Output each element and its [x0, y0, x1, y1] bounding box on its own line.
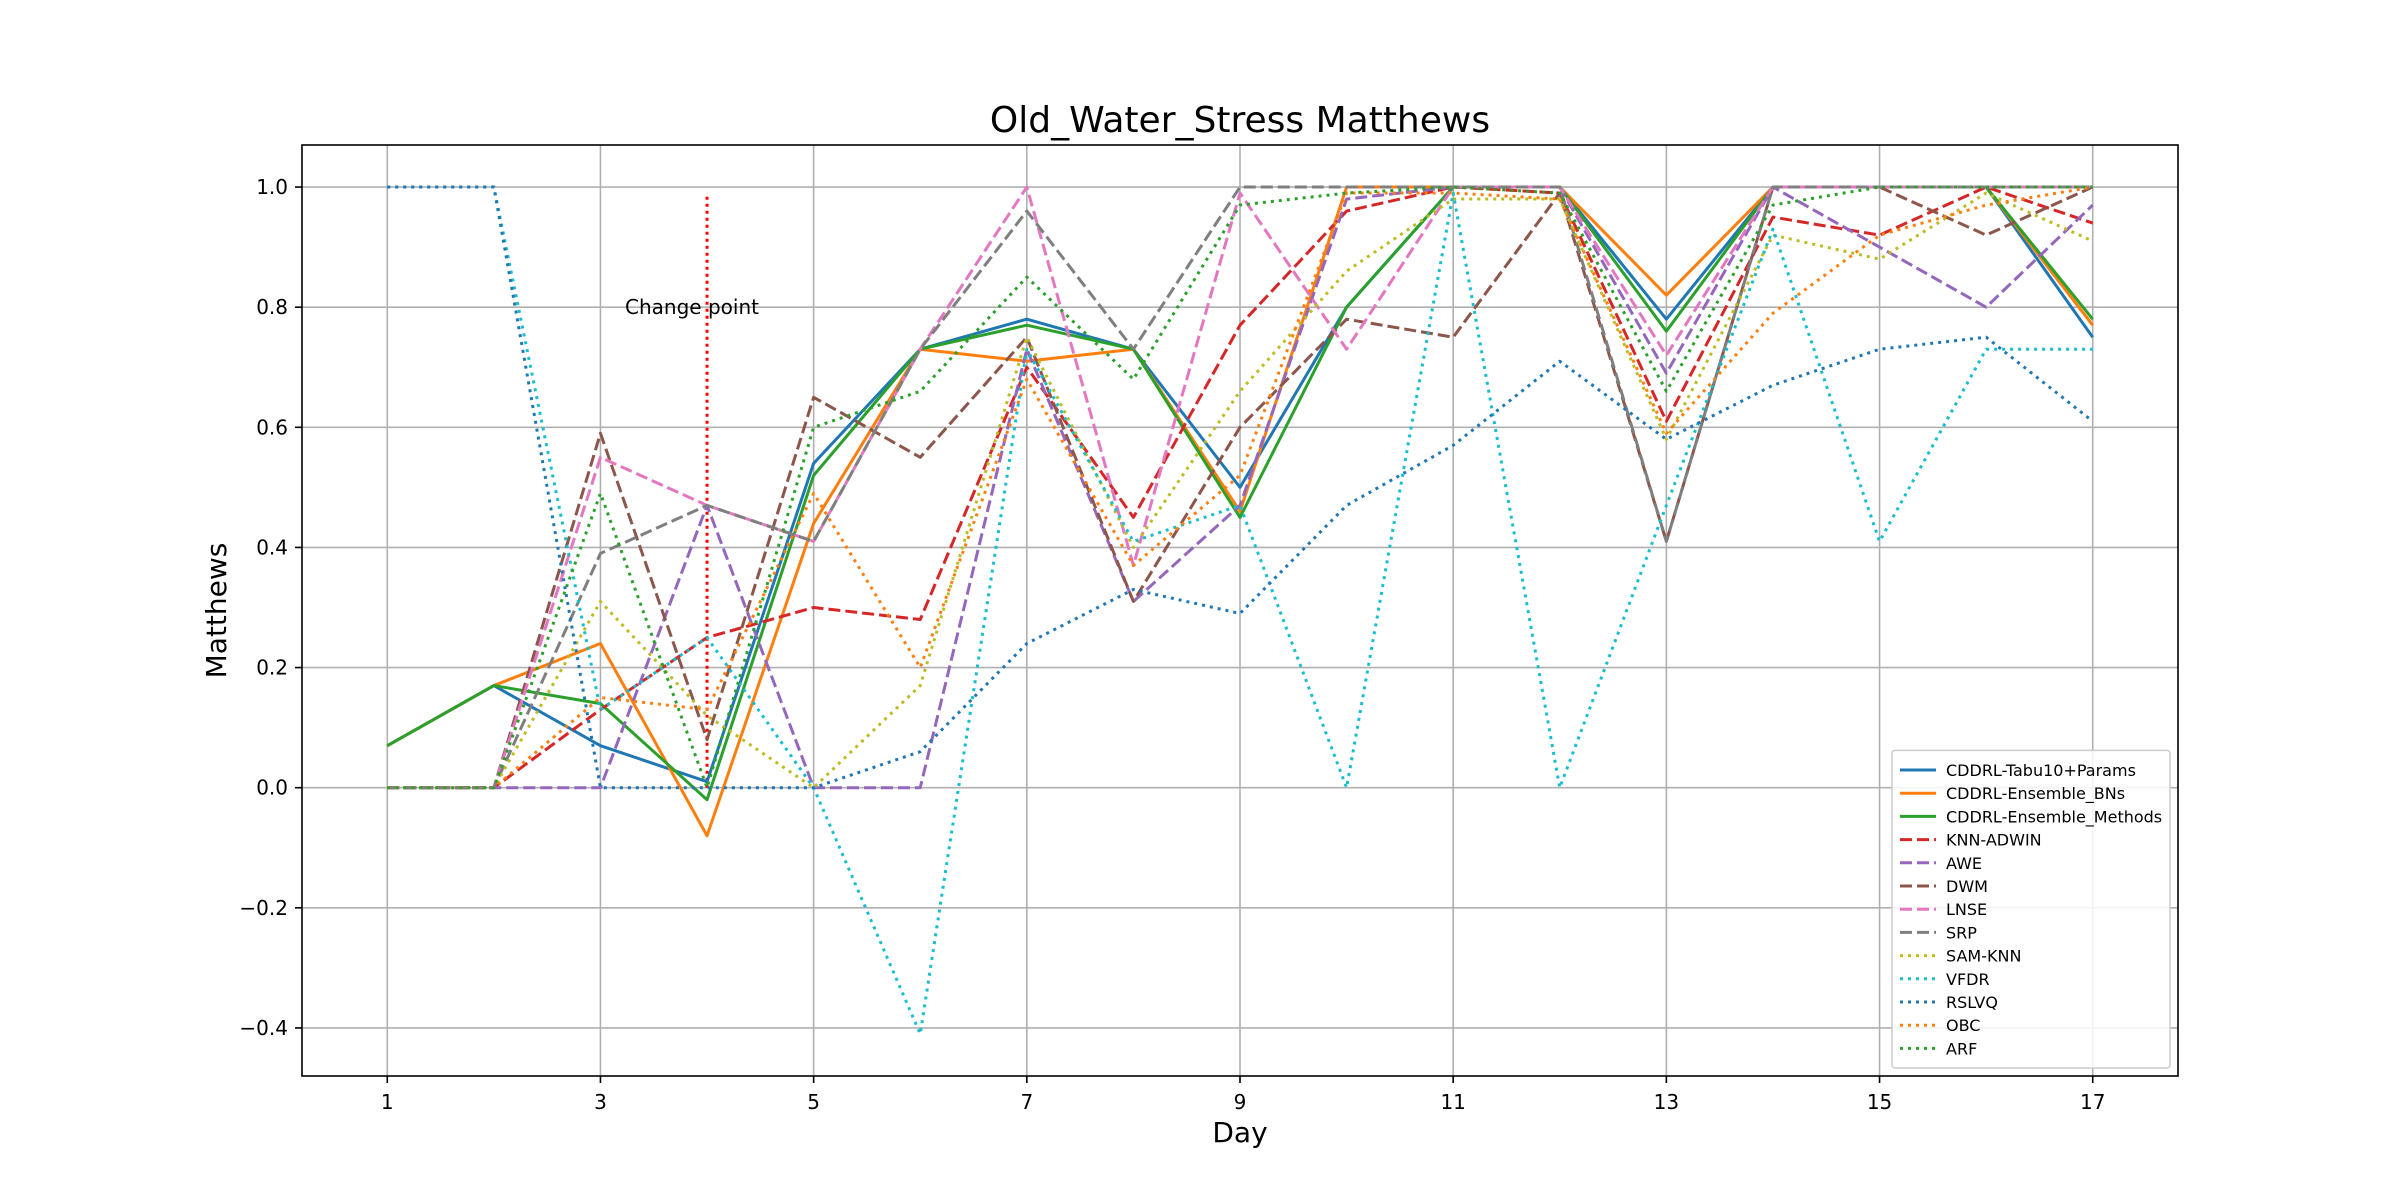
legend-entry: CDDRL-Ensemble_BNs: [1946, 784, 2125, 804]
legend-entry: SRP: [1946, 923, 1977, 942]
legend-entry: OBC: [1946, 1016, 1980, 1035]
x-tick-label: 1: [381, 1090, 394, 1114]
legend-entry: ARF: [1946, 1039, 1977, 1058]
series-line-4: [387, 185, 2094, 790]
x-tick-label: 15: [1867, 1090, 1892, 1114]
y-tick-label: −0.2: [239, 896, 288, 920]
x-axis-label: Day: [1212, 1116, 1267, 1149]
series-line-8: [387, 191, 2094, 790]
x-tick-label: 17: [2080, 1090, 2105, 1114]
x-tick-label: 3: [594, 1090, 607, 1114]
y-tick-label: 0.0: [256, 776, 288, 800]
legend-entry: SAM-KNN: [1946, 947, 2021, 966]
legend-entry: AWE: [1946, 854, 1982, 873]
legend-entry: CDDRL-Ensemble_Methods: [1946, 807, 2162, 827]
chart-title: Old_Water_Stress Matthews: [990, 100, 1490, 141]
y-axis-ticks: −0.4 −0.2 0.0 0.2 0.4 0.6 0.8 1.0: [239, 175, 302, 1040]
legend-entry: CDDRL-Tabu10+Params: [1946, 761, 2136, 780]
x-axis-ticks: 1 3 5 7 9 11 13 15 17: [381, 1076, 2105, 1114]
y-tick-label: 1.0: [256, 175, 288, 199]
legend-entry: RSLVQ: [1946, 993, 1998, 1012]
x-tick-label: 9: [1234, 1090, 1247, 1114]
legend: CDDRL-Tabu10+Params CDDRL-Ensemble_BNs CDD…: [1891, 749, 2171, 1069]
series-line-5: [387, 185, 2094, 790]
y-tick-label: 0.8: [256, 295, 288, 319]
series-lines: [386, 185, 2094, 1036]
y-tick-label: −0.4: [239, 1016, 288, 1040]
legend-entry: LNSE: [1946, 900, 1987, 919]
legend-entry: KNN-ADWIN: [1946, 831, 2042, 850]
series-line-3: [387, 185, 2094, 790]
series-line-7: [387, 185, 2093, 790]
y-tick-label: 0.4: [256, 535, 288, 559]
legend-entry: DWM: [1946, 877, 1988, 896]
change-point-annotation: Change point: [625, 193, 759, 788]
y-tick-label: 0.6: [256, 415, 288, 439]
x-tick-label: 13: [1654, 1090, 1679, 1114]
series-line-6: [387, 185, 2093, 790]
series-line-12: [387, 185, 2093, 790]
legend-entry: VFDR: [1946, 970, 1990, 989]
x-tick-label: 7: [1020, 1090, 1033, 1114]
x-tick-label: 5: [807, 1090, 820, 1114]
change-point-label: Change point: [625, 295, 759, 319]
x-tick-label: 11: [1440, 1090, 1465, 1114]
series-line-9: [387, 185, 2093, 1036]
legend-box: [1891, 749, 2171, 1069]
series-line-10: [387, 185, 2094, 790]
y-axis-label: Matthews: [200, 543, 233, 679]
y-tick-label: 0.2: [256, 656, 288, 680]
